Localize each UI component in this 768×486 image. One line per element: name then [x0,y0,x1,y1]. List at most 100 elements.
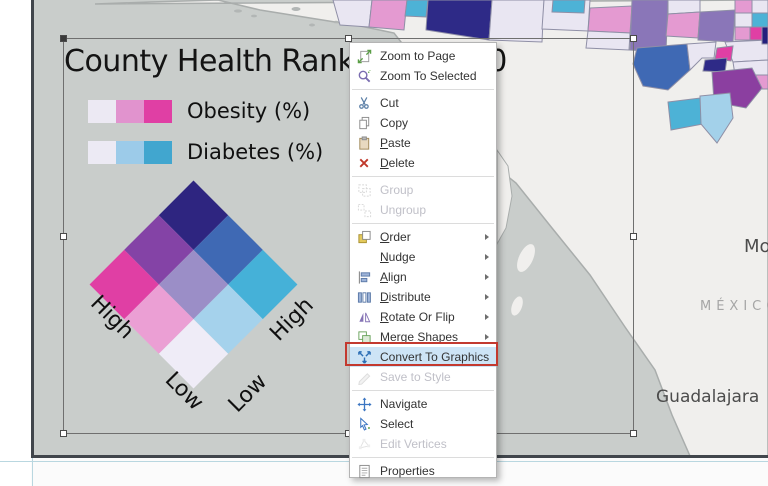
legend-label-obesity: Obesity (%) [187,99,311,123]
menu-item-save-to-style: Save to Style [350,367,496,387]
counties-layer [332,0,768,144]
convert-graphics-icon [356,349,372,365]
island-channel-2 [251,14,257,18]
county-shape[interactable] [734,12,753,28]
map-label-2: MÉXICO [700,298,768,314]
county-shape[interactable] [761,26,768,45]
county-shape[interactable] [734,26,751,41]
legend-swatch [116,99,144,123]
menu-item-label: Paste [380,136,411,150]
menu-item-label: Zoom To Selected [380,69,477,83]
menu-item-copy[interactable]: Copy [350,113,496,133]
legend-row-diabetes[interactable]: Diabetes (%) [88,140,323,164]
menu-item-convert-to-graphics[interactable]: Convert To Graphics [350,347,496,367]
properties-icon [356,463,372,479]
menu-separator [350,387,496,394]
county-shape[interactable] [488,0,545,43]
legend-swatch [88,99,116,123]
selection-handle[interactable] [630,35,637,42]
menu-item-nudge[interactable]: Nudge [350,247,496,267]
island-gulf-1 [517,244,535,272]
blank-icon [356,249,372,265]
merge-shapes-icon [356,329,372,345]
submenu-arrow-icon [485,234,489,240]
menu-item-label: Distribute [380,290,431,304]
county-shape[interactable] [749,26,763,41]
county-shape[interactable] [702,57,728,73]
menu-item-label: Save to Style [380,370,451,384]
menu-item-delete[interactable]: Delete [350,153,496,173]
island-channel-5 [333,20,339,24]
county-shape[interactable] [551,0,586,14]
county-shape[interactable] [686,41,717,72]
menu-item-label: Navigate [380,397,428,411]
distribute-icon [356,289,372,305]
county-shape[interactable] [629,0,669,53]
legend-swatch [116,140,144,164]
county-shape[interactable] [751,0,768,14]
legend-swatch [144,140,172,164]
menu-item-ungroup: Ungroup [350,200,496,220]
menu-item-label: Group [380,183,414,197]
county-shape[interactable] [404,0,429,18]
county-shape[interactable] [697,9,736,43]
county-shape[interactable] [751,12,768,28]
selection-handle[interactable] [60,35,67,42]
legend-row-obesity[interactable]: Obesity (%) [88,99,310,123]
selection-handle[interactable] [630,233,637,240]
land-baja-peninsula [496,148,513,246]
ungroup-icon [356,202,372,218]
island-channel-1 [234,9,242,13]
menu-item-label: Rotate Or Flip [380,310,455,324]
menu-item-align[interactable]: Align [350,267,496,287]
menu-item-label: Ungroup [380,203,427,217]
obesity-color-ramp [88,99,172,123]
align-icon [356,269,372,285]
menu-item-order[interactable]: Order [350,227,496,247]
menu-separator [350,173,496,180]
edit-vertices-icon [356,436,372,452]
legend-swatch [88,140,116,164]
select-icon [356,416,372,432]
menu-item-select[interactable]: Select [350,414,496,434]
county-shape[interactable] [734,0,753,14]
copy-icon [356,115,372,131]
menu-item-rotate-or-flip[interactable]: Rotate Or Flip [350,307,496,327]
menu-item-edit-vertices: Edit Vertices [350,434,496,454]
page-gutter [0,0,31,486]
menu-item-navigate[interactable]: Navigate [350,394,496,414]
menu-item-paste[interactable]: Paste [350,133,496,153]
county-shape[interactable] [587,5,633,34]
menu-item-merge-shapes[interactable]: Merge Shapes [350,327,496,347]
menu-item-zoom-to-selected[interactable]: Zoom To Selected [350,66,496,86]
county-shape[interactable] [585,30,631,51]
selection-handle[interactable] [345,35,352,42]
county-shape[interactable] [368,0,408,31]
menu-item-label: Zoom to Page [380,49,456,63]
menu-item-properties[interactable]: Properties [350,461,496,481]
submenu-arrow-icon [485,294,489,300]
county-shape[interactable] [665,11,701,39]
menu-item-cut[interactable]: Cut [350,93,496,113]
submenu-arrow-icon [485,274,489,280]
selection-handle[interactable] [60,233,67,240]
island-channel-3 [291,7,301,11]
menu-item-zoom-to-page[interactable]: Zoom to Page [350,46,496,66]
menu-item-label: Merge Shapes [380,330,459,344]
zoom-page-icon [356,48,372,64]
map-label-3: Guadalajara [656,387,759,407]
legend-label-diabetes: Diabetes (%) [187,140,324,164]
county-shape[interactable] [699,92,734,144]
navigate-icon [356,396,372,412]
menu-item-distribute[interactable]: Distribute [350,287,496,307]
cut-icon [356,95,372,111]
selection-handle[interactable] [630,430,637,437]
menu-item-label: Edit Vertices [380,437,447,451]
island-gulf-2 [511,296,523,316]
selection-handle[interactable] [60,430,67,437]
menu-item-label: Order [380,230,411,244]
county-shape[interactable] [714,45,734,62]
county-shape[interactable] [667,97,704,131]
land-mainland [94,0,768,456]
